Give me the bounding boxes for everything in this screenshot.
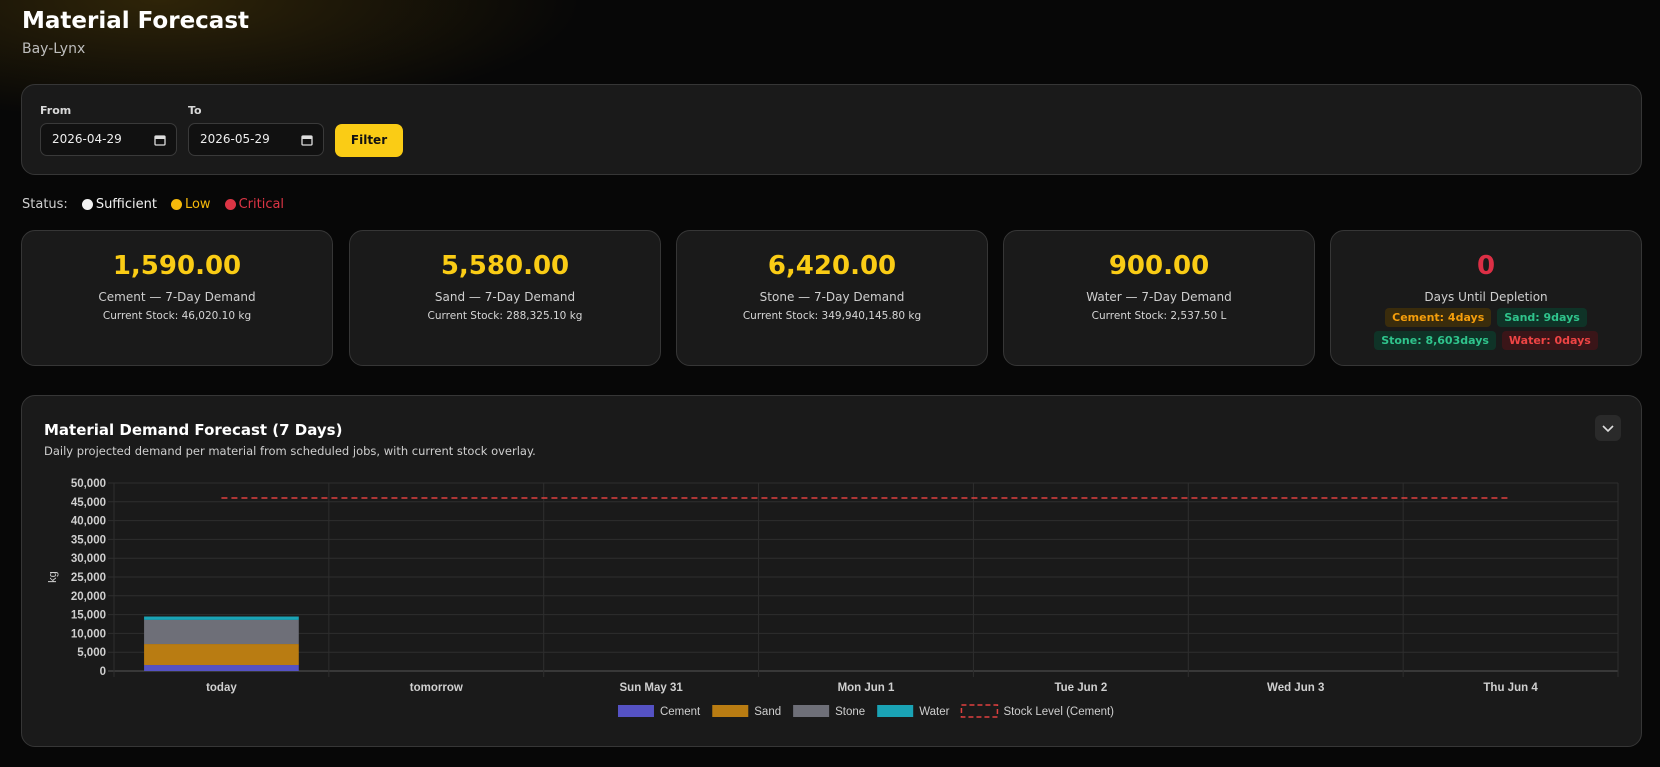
- card-label: Water — 7-Day Demand: [1086, 290, 1232, 304]
- y-tick-label: 15,000: [71, 610, 106, 622]
- y-tick-label: 50,000: [71, 478, 106, 490]
- page-subtitle: Bay-Lynx: [22, 41, 86, 57]
- filter-panel: From 2026-04-29 To 2026-05-29 Filter: [21, 84, 1642, 175]
- status-dot: [81, 199, 93, 210]
- legend-label: Water: [919, 706, 949, 718]
- x-tick-label: tomorrow: [410, 682, 463, 694]
- legend-swatch: [793, 705, 830, 717]
- depletion-card: 0 Days Until Depletion Cement: 4days San…: [1330, 230, 1642, 366]
- status-item: Low: [184, 197, 211, 212]
- chart-title: Material Demand Forecast (7 Days): [44, 421, 343, 439]
- stat-card: 1,590.00 Cement — 7-Day Demand Current S…: [21, 230, 333, 366]
- status-item: Critical: [238, 197, 285, 212]
- to-label: To: [188, 104, 202, 117]
- card-value: 5,580.00: [440, 251, 570, 281]
- legend-swatch: [877, 705, 914, 717]
- card-label: Sand — 7-Day Demand: [434, 290, 576, 304]
- depletion-value: 0: [1476, 251, 1496, 281]
- calendar-icon: [154, 135, 166, 146]
- card-value: 6,420.00: [767, 251, 897, 281]
- bar: [144, 665, 299, 671]
- bar: [144, 616, 299, 620]
- card-label: Stone — 7-Day Demand: [759, 290, 905, 304]
- bar: [144, 644, 299, 666]
- card-detail: Current Stock: 2,537.50 L: [1091, 310, 1227, 322]
- stat-card: 900.00 Water — 7-Day Demand Current Stoc…: [1003, 230, 1315, 366]
- y-tick-label: 30,000: [71, 553, 106, 565]
- y-tick-label: 10,000: [71, 628, 106, 640]
- from-date-value: 2026-04-29: [52, 132, 122, 146]
- card-value: 900.00: [1108, 251, 1210, 281]
- legend-swatch: [617, 705, 654, 717]
- status-item: Sufficient: [95, 197, 157, 212]
- to-date-value: 2026-05-29: [200, 132, 270, 146]
- status-dot: [170, 199, 182, 210]
- status-legend: Status: Sufficient Low Critical: [22, 197, 284, 212]
- legend-item[interactable]: Stone: [793, 705, 865, 718]
- chart-subtitle: Daily projected demand per material from…: [44, 444, 536, 458]
- from-label: From: [40, 104, 72, 117]
- depletion-badge: Cement: 4days: [1385, 308, 1492, 327]
- status-dot: [224, 199, 236, 210]
- status-label: Status:: [22, 197, 68, 212]
- legend-swatch: [712, 705, 749, 717]
- y-tick-label: 0: [100, 666, 106, 678]
- legend-item[interactable]: Water: [877, 705, 950, 718]
- legend-item[interactable]: Cement: [617, 705, 701, 718]
- legend-item[interactable]: Sand: [712, 705, 781, 718]
- y-tick-label: 45,000: [71, 497, 106, 509]
- card-label: Cement — 7-Day Demand: [98, 290, 256, 304]
- depletion-badge: Sand: 9days: [1497, 308, 1587, 327]
- y-tick-label: 5,000: [77, 647, 106, 659]
- depletion-label: Days Until Depletion: [1424, 290, 1548, 304]
- chart-panel: Material Demand Forecast (7 Days) Daily …: [21, 395, 1642, 747]
- collapse-button[interactable]: [1595, 415, 1621, 441]
- y-axis-label: kg: [47, 571, 59, 583]
- depletion-badges: Cement: 4days Sand: 9days Stone: 8,603da…: [1351, 308, 1621, 350]
- legend-label: Sand: [754, 706, 781, 718]
- x-tick-label: Tue Jun 2: [1054, 682, 1107, 694]
- legend-swatch: [960, 704, 999, 718]
- stat-card: 6,420.00 Stone — 7-Day Demand Current St…: [676, 230, 988, 366]
- calendar-icon: [301, 135, 313, 146]
- chevron-icon: [1602, 425, 1614, 433]
- card-detail: Current Stock: 46,020.10 kg: [102, 310, 252, 322]
- y-tick-label: 25,000: [71, 572, 106, 584]
- x-tick-label: Sun May 31: [620, 682, 684, 694]
- depletion-badge: Water: 0days: [1501, 331, 1598, 350]
- legend-label: Cement: [660, 706, 701, 718]
- legend-label: Stock Level (Cement): [1003, 706, 1114, 718]
- depletion-badge: Stone: 8,603days: [1374, 331, 1496, 350]
- bar: [144, 619, 299, 645]
- x-tick-label: Mon Jun 1: [838, 682, 895, 694]
- card-detail: Current Stock: 288,325.10 kg: [427, 310, 583, 322]
- y-tick-label: 35,000: [71, 534, 106, 546]
- card-detail: Current Stock: 349,940,145.80 kg: [742, 310, 922, 322]
- legend-item[interactable]: Stock Level (Cement): [960, 704, 1114, 718]
- x-tick-label: Wed Jun 3: [1267, 682, 1324, 694]
- x-tick-label: today: [206, 682, 237, 694]
- stat-card: 5,580.00 Sand — 7-Day Demand Current Sto…: [349, 230, 661, 366]
- to-date-input[interactable]: 2026-05-29: [188, 123, 324, 156]
- y-tick-label: 20,000: [71, 591, 106, 603]
- y-tick-label: 40,000: [71, 516, 106, 528]
- legend-label: Stone: [835, 706, 865, 718]
- from-date-input[interactable]: 2026-04-29: [40, 123, 177, 156]
- page-title: Material Forecast: [22, 8, 250, 34]
- filter-button[interactable]: Filter: [335, 124, 403, 157]
- x-tick-label: Thu Jun 4: [1483, 682, 1538, 694]
- card-value: 1,590.00: [112, 251, 242, 281]
